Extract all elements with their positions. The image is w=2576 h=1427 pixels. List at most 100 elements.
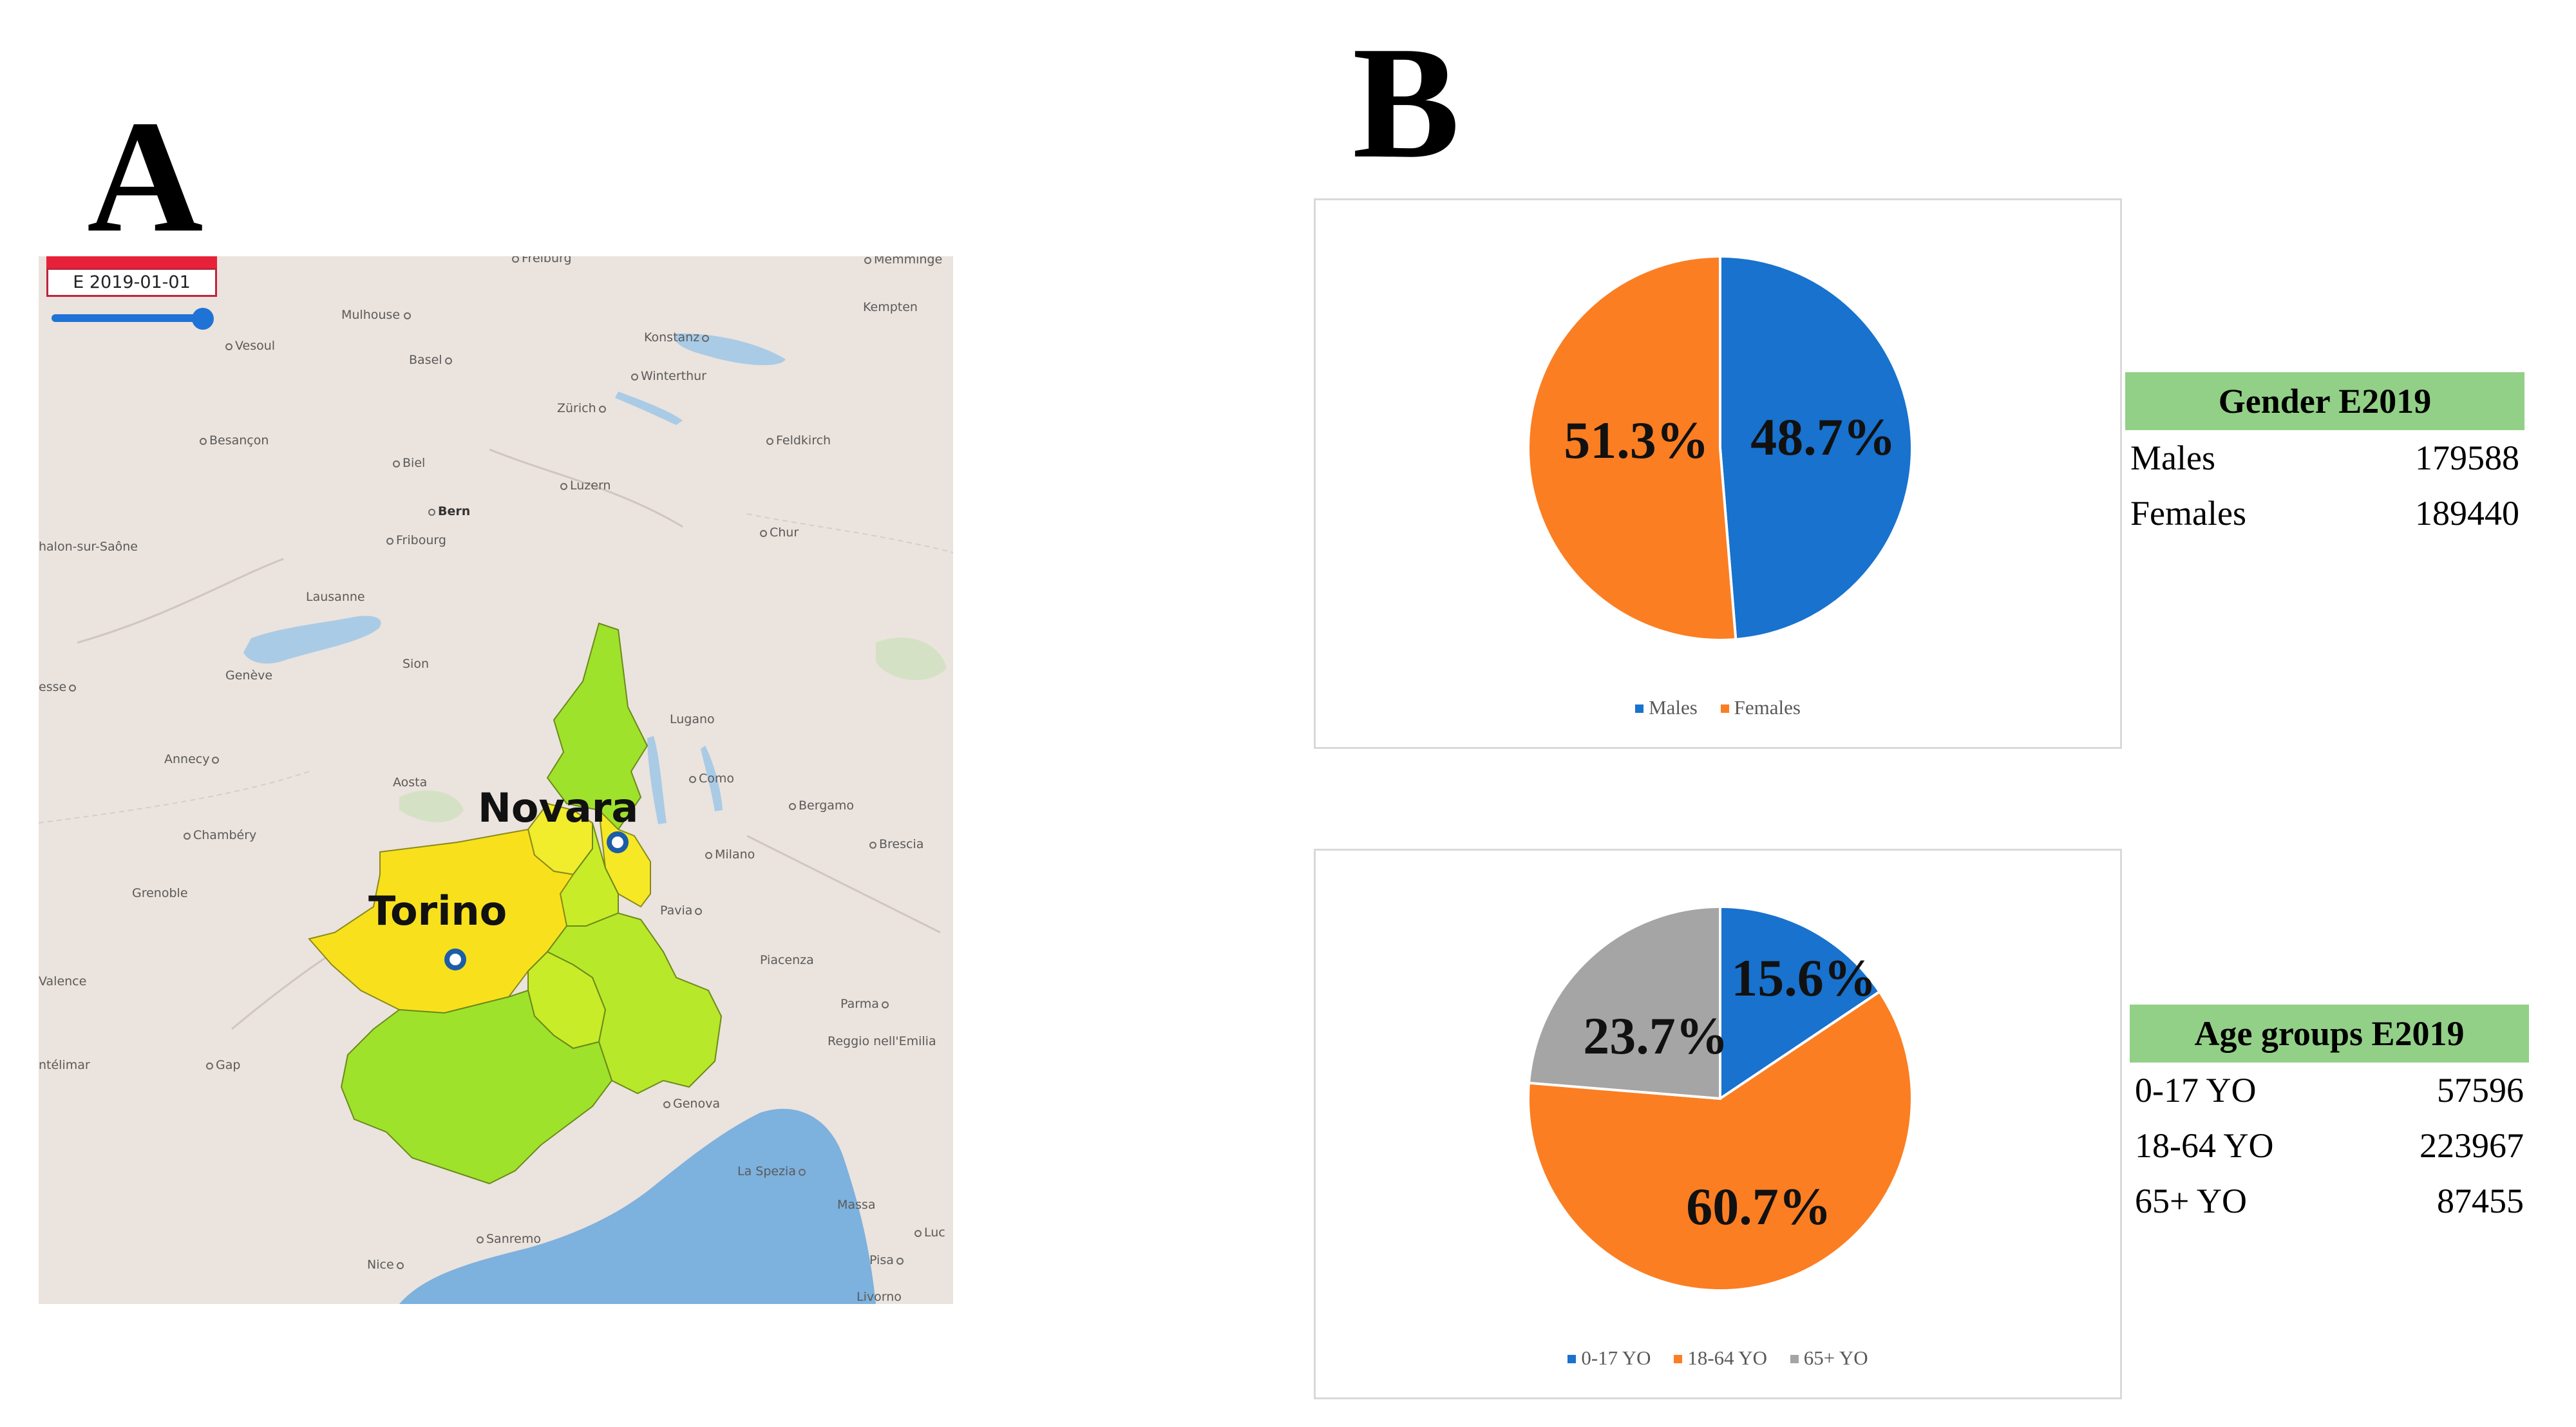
city-marker-icon [881,1001,889,1008]
city-marker-icon [404,312,412,319]
table-row: 18-64 YO 223967 [2130,1118,2529,1173]
city-marker-icon [798,1169,806,1176]
city-marker-icon [663,1101,670,1108]
city-marker-icon [444,357,452,364]
city-marker-icon [598,406,606,413]
legend-label: Males [1649,696,1698,719]
city-label: Genova [673,1097,720,1111]
row-value: 189440 [2415,494,2519,533]
time-slider-track[interactable] [52,314,206,322]
row-label: Females [2130,494,2246,533]
legend-label: 0-17 YO [1581,1347,1651,1369]
legend-label: Females [1734,696,1801,719]
date-label: E 2019-01-01 [46,268,217,297]
gender-table-header: Gender E2019 [2125,372,2524,430]
gender-pie-svg: 48.7% 51.3% [1527,254,1913,641]
city-label: Basel [409,353,442,367]
city-marker-icon [200,438,207,445]
legend-label: 65+ YO [1803,1347,1868,1369]
city-marker-icon [914,1230,922,1237]
city-label: Pisa [869,1253,894,1267]
city-label: Gap [216,1058,241,1072]
age-pie-svg: 15.6% 60.7% 23.7% [1527,905,1913,1292]
lake-como [701,746,723,811]
row-label: Males [2130,439,2215,477]
city-marker-icon [184,833,191,840]
city-label: Zürich [557,401,596,415]
legend-item: Females [1720,696,1801,719]
city-label: Feldkirch [776,433,831,448]
legend-swatch [1790,1355,1799,1363]
row-value: 57596 [2437,1071,2524,1110]
city-label: Reggio nell'Emilia [828,1034,936,1048]
table-row: Females 189440 [2125,486,2524,541]
city-label: Lugano [670,712,715,726]
city-label: Fribourg [396,533,446,547]
pie-data-label: 15.6% [1731,949,1877,1007]
panel-label-a: A [87,88,204,266]
gender-table: Gender E2019 Males 179588 Females 189440 [2125,372,2524,541]
city-label: Luc [924,1225,945,1240]
city-label: Memminge [874,256,943,267]
city-marker-icon [206,1063,213,1070]
city-marker-icon [702,335,710,342]
city-label: halon-sur-Saône [39,540,138,554]
city-label: Kempten [863,300,918,314]
city-label: Freiburg [522,256,572,265]
pie-data-label: 51.3% [1564,411,1709,469]
province-cuneo [340,989,613,1185]
torino-marker-icon[interactable] [444,949,466,970]
city-marker-icon [212,757,220,764]
lake-maggiore [647,736,667,824]
city-label: esse [39,680,67,694]
city-label: ntélimar [39,1058,90,1072]
city-label: Piacenza [760,953,814,967]
lake-zurich [615,392,683,425]
pie-slice-females [1527,254,1738,641]
row-value: 87455 [2437,1182,2524,1220]
legend-item: 65+ YO [1790,1347,1868,1370]
age-pie-chart: 15.6% 60.7% 23.7% 0-17 YO 18-64 YO 65+ YO [1314,849,2122,1399]
city-marker-icon [760,530,767,537]
novara-marker-icon[interactable] [607,831,629,853]
pie-slice-65-yo [1527,905,1721,1101]
city-marker-icon [396,1262,404,1269]
table-row: 65+ YO 87455 [2130,1173,2529,1229]
city-label: Chambéry [193,828,257,842]
row-label: 0-17 YO [2135,1071,2257,1110]
time-slider-thumb[interactable] [192,308,214,330]
city-marker-icon [631,373,638,381]
city-marker-icon [869,842,876,849]
age-legend: 0-17 YO 18-64 YO 65+ YO [1316,1347,2120,1370]
city-label: Bergamo [799,799,855,813]
city-label: Bern [438,504,471,518]
city-label: Luzern [570,478,611,493]
city-label: Konstanz [644,330,700,345]
date-box-accent [46,256,217,268]
city-marker-icon [428,509,435,516]
city-marker-icon [512,256,519,263]
city-label: Sion [402,657,430,671]
city-label: Vesoul [235,339,276,353]
pie-data-label: 48.7% [1750,408,1896,466]
map-panel[interactable]: E 2019-01-01 Freiburg Memminge Mulhouse … [39,256,953,1304]
province-alessandria [546,912,723,1095]
city-marker-icon [560,483,567,490]
pie-slice-18-64-yo [1527,990,1913,1292]
city-label: Pavia [660,903,693,918]
age-table-header: Age groups E2019 [2130,1005,2529,1063]
city-label: Aosta [393,775,428,789]
lake-constance [674,333,786,366]
row-label: 18-64 YO [2135,1126,2274,1165]
row-value: 223967 [2420,1126,2524,1165]
pie-slice-0-17-yo [1719,905,1882,1101]
city-marker-icon [766,438,773,445]
city-label: Chur [770,525,799,540]
city-label: Biel [402,456,426,470]
legend-item: Males [1635,696,1698,719]
city-marker-icon [695,908,703,915]
city-label: Massa [837,1198,876,1212]
city-marker-icon [705,852,712,859]
city-label: La Spezia [737,1164,796,1178]
city-label: Nice [367,1258,394,1272]
